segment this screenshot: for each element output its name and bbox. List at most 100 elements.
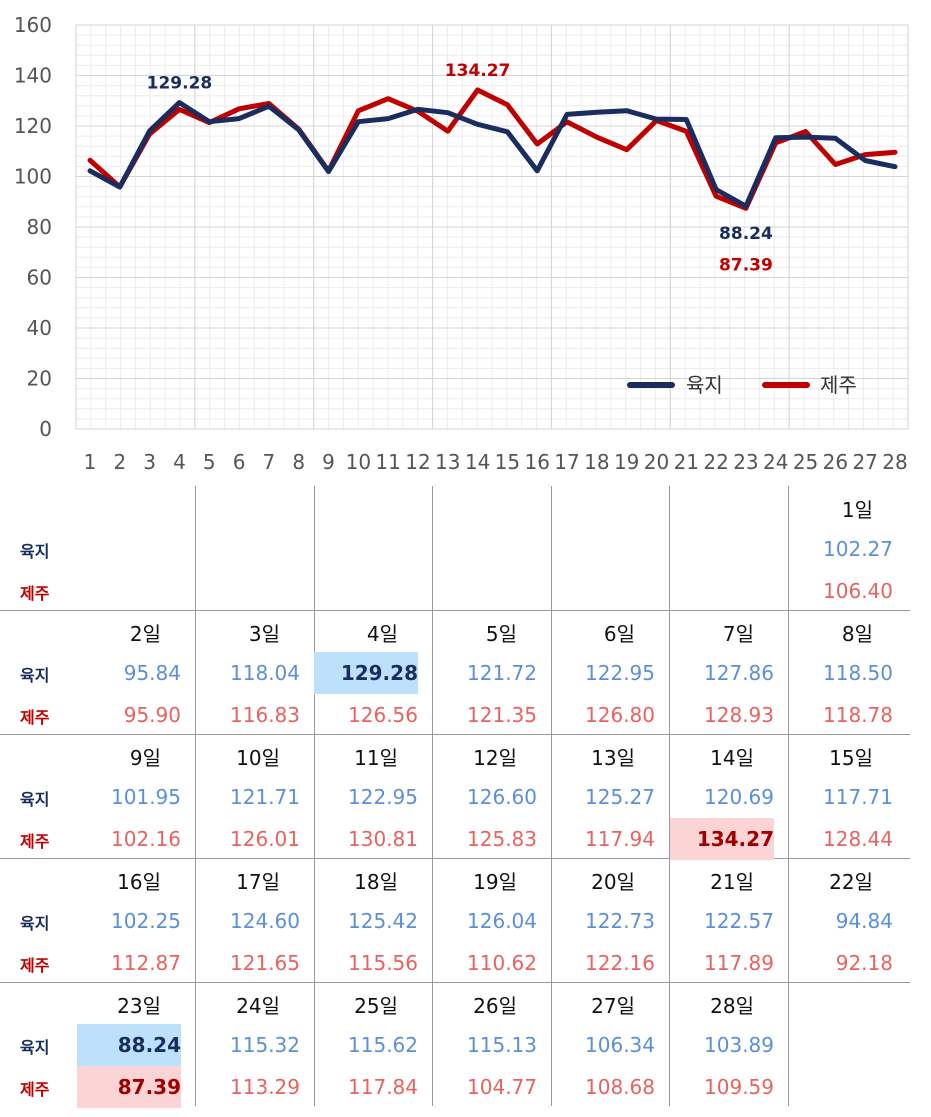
- data-label: 129.28: [147, 74, 213, 94]
- column-separator: [788, 982, 789, 1106]
- column-separator: [551, 982, 552, 1106]
- y-tick-label: 60: [27, 266, 52, 290]
- x-tick-label: 15: [495, 450, 520, 474]
- day-label: 6일: [603, 622, 635, 646]
- land-value: 127.86: [704, 661, 774, 685]
- row-label-jeju: 제주: [20, 584, 50, 603]
- jeju-value: 113.29: [230, 1075, 300, 1099]
- calendar-cell: 27일 106.34 108.68: [551, 982, 669, 1106]
- calendar-cell: 9일 101.95 102.16: [77, 734, 195, 858]
- jeju-value: 122.16: [585, 951, 655, 975]
- column-separator: [551, 610, 552, 734]
- land-value: 102.25: [111, 909, 181, 933]
- jeju-value: 126.80: [585, 703, 655, 727]
- row-label-jeju: 제주: [20, 832, 50, 851]
- series-lines: [87, 87, 898, 211]
- day-label: 16일: [117, 870, 161, 894]
- column-separator: [314, 858, 315, 982]
- land-value: 122.57: [704, 909, 774, 933]
- y-tick-label: 20: [27, 367, 52, 391]
- jeju-value: 125.83: [467, 827, 537, 851]
- land-value: 103.89: [704, 1033, 774, 1057]
- column-separator: [669, 610, 670, 734]
- day-label: 14일: [710, 746, 754, 770]
- x-tick-label: 13: [435, 450, 460, 474]
- data-label: 87.39: [719, 255, 773, 275]
- y-tick-label: 120: [14, 114, 52, 138]
- column-separator: [432, 486, 433, 610]
- jeju-value: 116.83: [230, 703, 300, 727]
- column-separator: [788, 610, 789, 734]
- land-value: 122.95: [585, 661, 655, 685]
- y-tick-label: 80: [27, 215, 52, 239]
- x-tick-label: 23: [733, 450, 758, 474]
- day-label: 12일: [473, 746, 517, 770]
- jeju-value: 117.84: [348, 1075, 418, 1099]
- jeju-value: 130.81: [348, 827, 418, 851]
- jeju-value: 118.78: [823, 703, 893, 727]
- land-value: 121.72: [467, 661, 537, 685]
- column-separator: [432, 610, 433, 734]
- land-value: 117.71: [823, 785, 893, 809]
- x-tick-label: 19: [614, 450, 639, 474]
- column-separator: [788, 734, 789, 858]
- row-separator: [0, 982, 910, 983]
- data-annotations: 129.28 134.27 88.24 87.39: [147, 61, 773, 275]
- column-separator: [314, 486, 315, 610]
- calendar-cell: 1일 102.27 106.40: [789, 486, 907, 610]
- day-label: 27일: [591, 994, 635, 1018]
- day-label: 8일: [841, 622, 873, 646]
- x-tick-label: 12: [405, 450, 430, 474]
- calendar-cell: 17일 124.60 121.65: [196, 858, 314, 982]
- calendar-cell: 7일 127.86 128.93: [670, 610, 788, 734]
- y-axis-ticks: 0 20 40 60 80 100 120 140 160: [14, 13, 52, 441]
- jeju-value: 106.40: [823, 579, 893, 603]
- day-label: 28일: [710, 994, 754, 1018]
- x-tick-label: 5: [203, 450, 216, 474]
- row-label-jeju: 제주: [20, 708, 50, 727]
- jeju-value: 117.94: [585, 827, 655, 851]
- land-value: 122.73: [585, 909, 655, 933]
- x-tick-label: 18: [584, 450, 609, 474]
- row-label-land: 육지: [20, 1038, 50, 1057]
- day-label: 21일: [710, 870, 754, 894]
- land-value: 124.60: [230, 909, 300, 933]
- column-separator: [551, 858, 552, 982]
- column-separator: [551, 486, 552, 610]
- column-separator: [669, 734, 670, 858]
- land-value: 120.69: [704, 785, 774, 809]
- x-tick-label: 21: [674, 450, 699, 474]
- x-tick-label: 27: [852, 450, 877, 474]
- x-tick-label: 11: [375, 450, 400, 474]
- land-value: 95.84: [123, 661, 181, 685]
- calendar-cell: 14일 120.69 134.27: [670, 734, 788, 860]
- land-value: 118.04: [230, 661, 300, 685]
- jeju-value: 104.77: [467, 1075, 537, 1099]
- calendar-cell: 3일 118.04 116.83: [196, 610, 314, 734]
- calendar-cell: 26일 115.13 104.77: [433, 982, 551, 1106]
- calendar-cell: 20일 122.73 122.16: [551, 858, 669, 982]
- day-label: 24일: [236, 994, 280, 1018]
- day-label: 26일: [473, 994, 517, 1018]
- land-value: 106.34: [585, 1033, 655, 1057]
- jeju-value: 121.65: [230, 951, 300, 975]
- x-tick-label: 22: [703, 450, 728, 474]
- land-value: 88.24: [77, 1024, 181, 1066]
- land-value: 115.32: [230, 1033, 300, 1057]
- column-separator: [195, 858, 196, 982]
- day-label: 23일: [117, 994, 161, 1018]
- land-value: 115.62: [348, 1033, 418, 1057]
- column-separator: [314, 982, 315, 1106]
- x-tick-label: 7: [263, 450, 276, 474]
- column-separator: [669, 982, 670, 1106]
- day-label: 25일: [354, 994, 398, 1018]
- chart-legend: 육지 제주: [627, 373, 857, 397]
- day-label: 4일: [366, 622, 398, 646]
- jeju-value: 102.16: [111, 827, 181, 851]
- column-separator: [195, 982, 196, 1106]
- calendar-cell: 15일 117.71 128.44: [789, 734, 907, 858]
- column-separator: [314, 734, 315, 858]
- land-value: 101.95: [111, 785, 181, 809]
- jeju-value: 87.39: [77, 1066, 181, 1108]
- y-tick-label: 0: [39, 417, 52, 441]
